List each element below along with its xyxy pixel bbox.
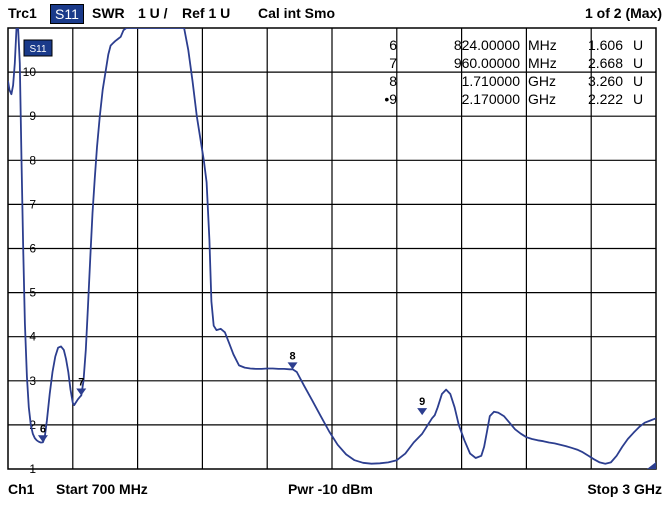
trace-label[interactable]: Trc1 xyxy=(8,5,37,21)
marker-frequency: 1.710000 xyxy=(462,73,521,89)
marker-value-unit: U xyxy=(633,55,643,71)
ref-label[interactable]: Ref 1 U xyxy=(182,5,231,21)
page-indicator[interactable]: 1 of 2 (Max) xyxy=(584,5,662,21)
y-tick-label: 4 xyxy=(29,330,36,344)
marker-label: 7 xyxy=(78,376,84,388)
y-tick-label: 3 xyxy=(29,374,36,388)
trace-badge-label: S11 xyxy=(29,44,46,55)
marker-value: 2.222 xyxy=(588,91,623,107)
marker-value: 3.260 xyxy=(588,73,623,89)
marker-triangle[interactable] xyxy=(37,435,48,443)
marker-value-unit: U xyxy=(633,91,643,107)
marker-triangle[interactable] xyxy=(287,362,298,370)
stop-marker-icon xyxy=(647,462,656,469)
marker-value-unit: U xyxy=(633,37,643,53)
marker-frequency-unit: GHz xyxy=(528,91,556,107)
marker-label: 6 xyxy=(40,423,46,435)
marker-frequency-unit: MHz xyxy=(528,37,557,53)
marker-number: 8 xyxy=(389,73,397,89)
marker-value: 1.606 xyxy=(588,37,623,53)
start-frequency[interactable]: Start 700 MHz xyxy=(56,481,148,497)
power-label[interactable]: Pwr -10 dBm xyxy=(288,481,373,497)
y-tick-label: 5 xyxy=(29,286,36,300)
channel-label[interactable]: Ch1 xyxy=(8,481,35,497)
marker-triangle[interactable] xyxy=(76,388,87,396)
y-tick-label: 7 xyxy=(29,197,36,211)
marker-label: 9 xyxy=(419,396,425,408)
marker-frequency-unit: GHz xyxy=(528,73,556,89)
marker-frequency: 960.00000 xyxy=(454,55,520,71)
y-tick-label: 1 xyxy=(29,462,36,476)
trace-badge[interactable] xyxy=(23,39,53,57)
marker-value-unit: U xyxy=(633,73,643,89)
marker-frequency: 824.00000 xyxy=(454,37,520,53)
marker-number: 7 xyxy=(389,55,397,71)
marker-frequency-unit: MHz xyxy=(528,55,557,71)
swr-trace xyxy=(8,28,656,465)
scale-label[interactable]: 1 U / xyxy=(138,5,168,21)
y-tick-label: 2 xyxy=(29,418,36,432)
y-tick-label: 9 xyxy=(29,109,36,123)
marker-label: 8 xyxy=(289,350,295,362)
y-tick-label: 10 xyxy=(23,65,37,79)
y-tick-label: 8 xyxy=(29,153,36,167)
marker-number: •9 xyxy=(384,91,397,107)
marker-triangle[interactable] xyxy=(417,408,428,416)
marker-frequency: 2.170000 xyxy=(462,91,521,107)
y-tick-label: 6 xyxy=(29,242,36,256)
marker-number: 6 xyxy=(389,37,397,53)
marker-value: 2.668 xyxy=(588,55,623,71)
stop-frequency[interactable]: Stop 3 GHz xyxy=(587,481,662,497)
parameter-badge[interactable]: S11 xyxy=(50,4,84,24)
format-label[interactable]: SWR xyxy=(92,5,125,21)
cal-label[interactable]: Cal int Smo xyxy=(258,5,336,21)
